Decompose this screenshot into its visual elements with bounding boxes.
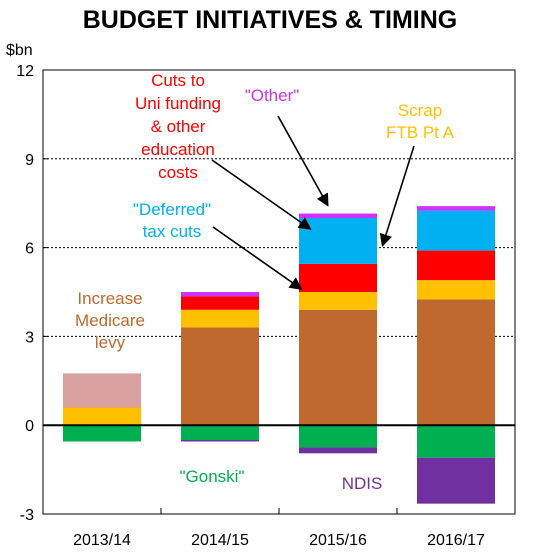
annotation-ftb-line: Scrap xyxy=(398,101,442,120)
arrow-deferred xyxy=(212,226,303,290)
bar-deferred-2016-17 xyxy=(417,210,495,251)
y-tick-label-3: 3 xyxy=(25,329,34,346)
annotation-uni-line: costs xyxy=(158,163,198,182)
annotation-ndis-line: NDIS xyxy=(342,474,383,493)
arrow-other xyxy=(277,115,329,207)
bar-gonski-2016-17 xyxy=(417,425,495,458)
y-tick-label-0: 0 xyxy=(25,418,34,435)
bar-uni-2015-16 xyxy=(299,263,377,292)
labels: 2013/14 2014/15 2015/16 2016/17 12 9 6 3 0 -3 $bn xyxy=(6,42,485,549)
bar-deferred-2015-16 xyxy=(299,218,377,264)
y-tick-label-12: 12 xyxy=(16,63,34,80)
annotation-medicare-line: Increase xyxy=(77,289,142,308)
annotation-medicare-line: levy xyxy=(95,333,126,352)
x-tick-label-2016-17: 2016/17 xyxy=(427,532,485,549)
bar-other-2016-17 xyxy=(417,206,495,211)
bar-ndis-2015-16 xyxy=(299,447,377,454)
bars xyxy=(63,206,495,504)
annotation-deferred-line: "Deferred" xyxy=(133,200,211,219)
bar-other-2014-15 xyxy=(181,292,259,297)
annotation-uni-line: Cuts to xyxy=(151,71,205,90)
annotation-medicare-line: Medicare xyxy=(75,311,145,330)
arrow-uni xyxy=(211,159,312,230)
annotation-uni-line: Uni funding xyxy=(135,94,221,113)
annotation-uni-line: education xyxy=(141,140,215,159)
bar-uni-2016-17 xyxy=(417,250,495,281)
arrow-ftb xyxy=(379,145,415,248)
bar-ftb-2014-15 xyxy=(181,309,259,328)
bar-shaded-2013-14 xyxy=(63,373,141,408)
annotation-deferred-line: tax cuts xyxy=(143,222,202,241)
bar-ndis-2014-15 xyxy=(181,440,259,442)
y-tick-label-6: 6 xyxy=(25,241,34,258)
bar-medicare-2015-16 xyxy=(299,309,377,426)
bar-uni-2014-15 xyxy=(181,296,259,310)
annotation-uni-line: & other xyxy=(151,117,206,136)
chart-title: BUDGET INITIATIVES & TIMING xyxy=(82,6,458,34)
annotations: Cuts to Uni funding & other education costs "… xyxy=(75,71,455,493)
bar-other-2015-16 xyxy=(299,213,377,218)
annotation-other-line: "Other" xyxy=(245,86,300,105)
bar-ftb-2015-16 xyxy=(299,292,377,310)
bar-ndis-2016-17 xyxy=(417,457,495,504)
y-tick-label-9: 9 xyxy=(25,152,34,169)
x-tick-label-2014-15: 2014/15 xyxy=(191,532,249,549)
annotation-ftb-line: FTB Pt A xyxy=(386,123,455,142)
bar-medicare-2016-17 xyxy=(417,299,495,426)
annotation-gonski-line: "Gonski" xyxy=(180,467,245,486)
x-tick-label-2015-16: 2015/16 xyxy=(309,532,367,549)
bar-medicare-2014-15 xyxy=(181,327,259,426)
bar-gonski-2015-16 xyxy=(299,425,377,448)
bar-ftb-2016-17 xyxy=(417,280,495,300)
axes xyxy=(42,69,516,515)
x-tick-label-2013-14: 2013/14 xyxy=(73,532,131,549)
y-axis-unit-label: $bn xyxy=(6,42,33,59)
bar-gonski-2014-15 xyxy=(181,425,259,440)
y-tick-label-3: -3 xyxy=(20,507,34,524)
bar-ftb-2013-14 xyxy=(63,407,141,426)
bar-gonski-2013-14 xyxy=(63,425,141,442)
